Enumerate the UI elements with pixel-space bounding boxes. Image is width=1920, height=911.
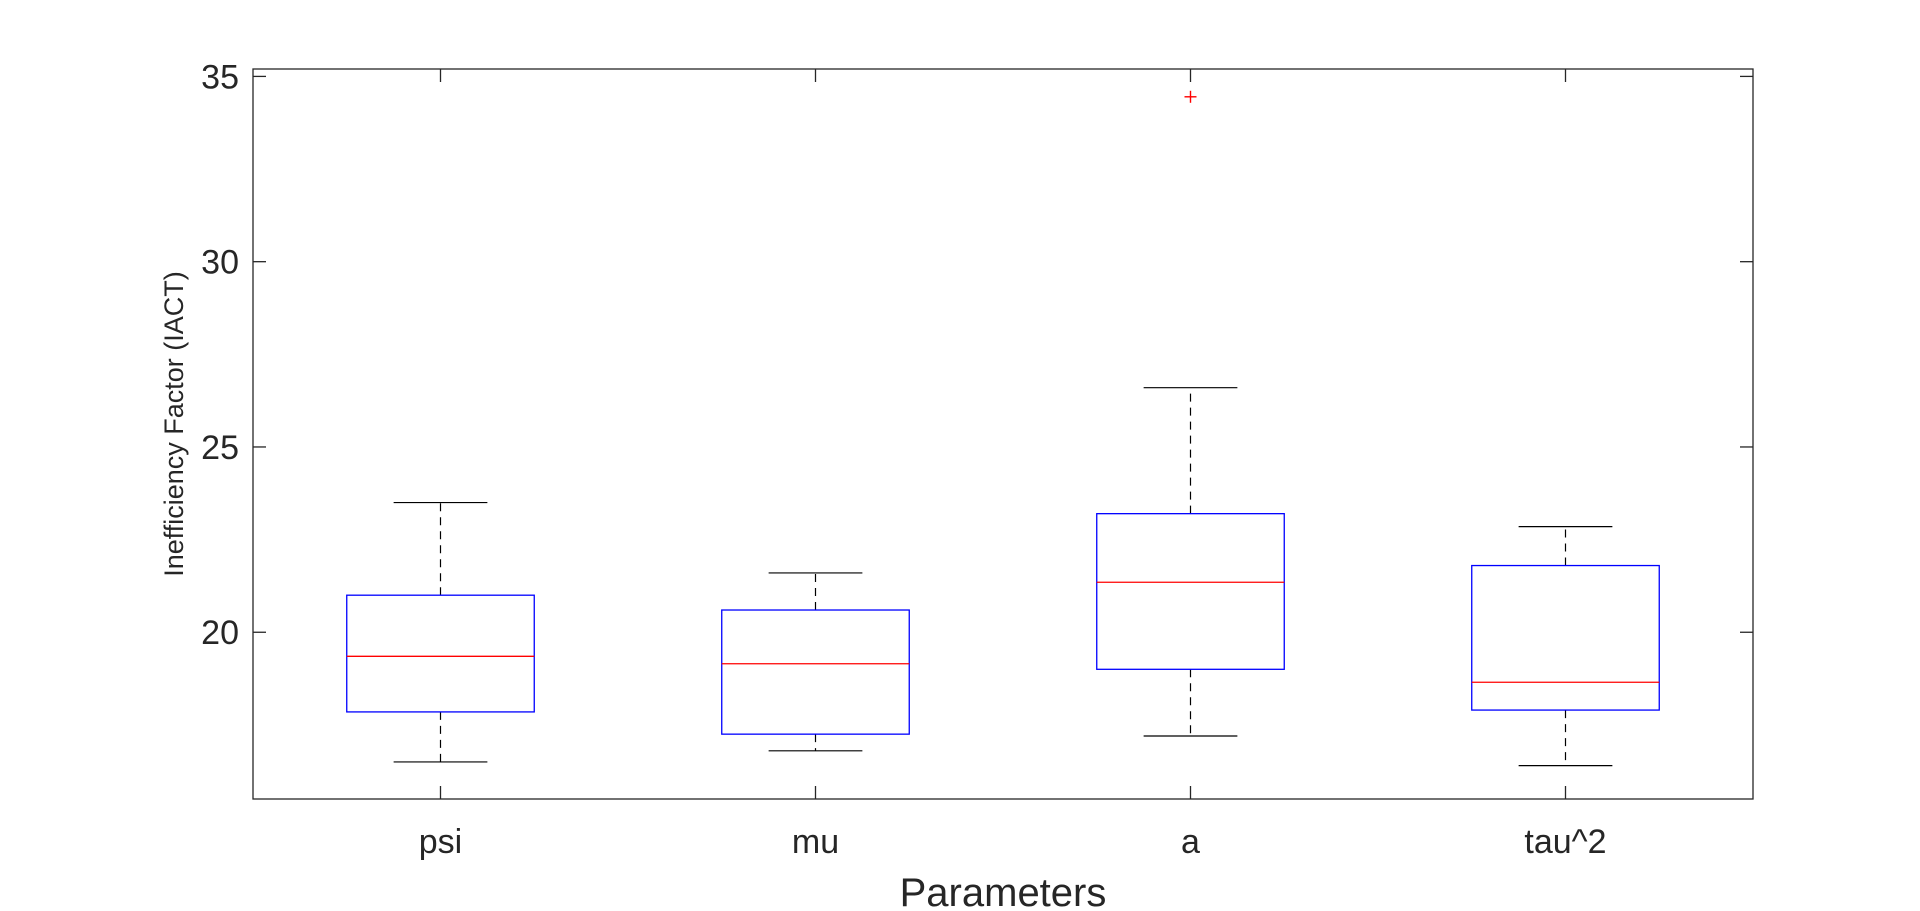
box-series bbox=[346, 90, 1660, 767]
iqr-box bbox=[1096, 513, 1285, 670]
y-axis-ticks: 20 25 30 35 bbox=[201, 58, 1753, 652]
outlier-marker bbox=[1184, 90, 1197, 103]
y-axis-label: Inefficiency Factor (IACT) bbox=[159, 271, 189, 577]
box-tau2 bbox=[1471, 526, 1660, 767]
x-tick-label: mu bbox=[792, 823, 839, 861]
box-mu bbox=[721, 572, 910, 752]
iqr-box bbox=[1471, 564, 1660, 711]
y-tick-label: 30 bbox=[201, 244, 239, 282]
y-tick-label: 20 bbox=[201, 614, 239, 652]
y-tick-label: 25 bbox=[201, 429, 239, 467]
x-axis-label: Parameters bbox=[900, 871, 1107, 911]
x-tick-label: tau^2 bbox=[1524, 823, 1606, 861]
iqr-box bbox=[721, 609, 910, 735]
plot-area-frame bbox=[252, 68, 1754, 800]
x-axis-ticks: psi mu a tau^2 bbox=[419, 69, 1607, 861]
x-tick-label: a bbox=[1181, 823, 1200, 861]
y-tick-label: 35 bbox=[201, 58, 239, 96]
box-a bbox=[1096, 90, 1285, 737]
x-tick-label: psi bbox=[419, 823, 462, 861]
iqr-box bbox=[346, 594, 535, 713]
box-psi bbox=[346, 501, 535, 763]
